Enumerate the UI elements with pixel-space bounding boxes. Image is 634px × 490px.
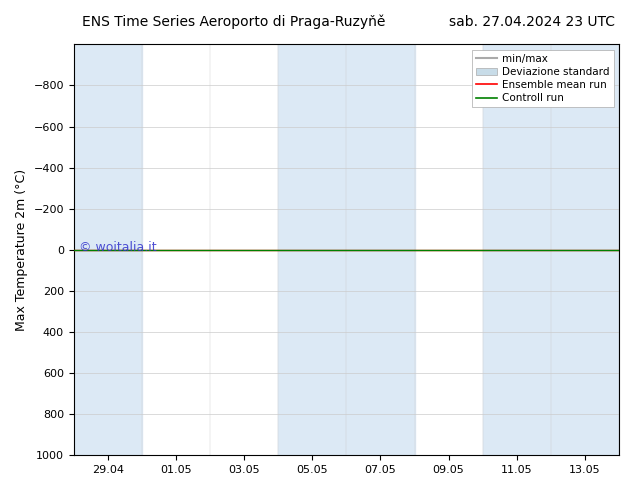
Text: sab. 27.04.2024 23 UTC: sab. 27.04.2024 23 UTC: [449, 15, 615, 29]
Legend: min/max, Deviazione standard, Ensemble mean run, Controll run: min/max, Deviazione standard, Ensemble m…: [472, 49, 614, 107]
Bar: [74, 45, 142, 455]
Y-axis label: Max Temperature 2m (°C): Max Temperature 2m (°C): [15, 169, 28, 331]
Bar: [278, 45, 415, 455]
Bar: [482, 45, 619, 455]
Text: © woitalia.it: © woitalia.it: [79, 241, 157, 254]
Text: ENS Time Series Aeroporto di Praga-Ruzyňě: ENS Time Series Aeroporto di Praga-Ruzyň…: [82, 15, 386, 29]
